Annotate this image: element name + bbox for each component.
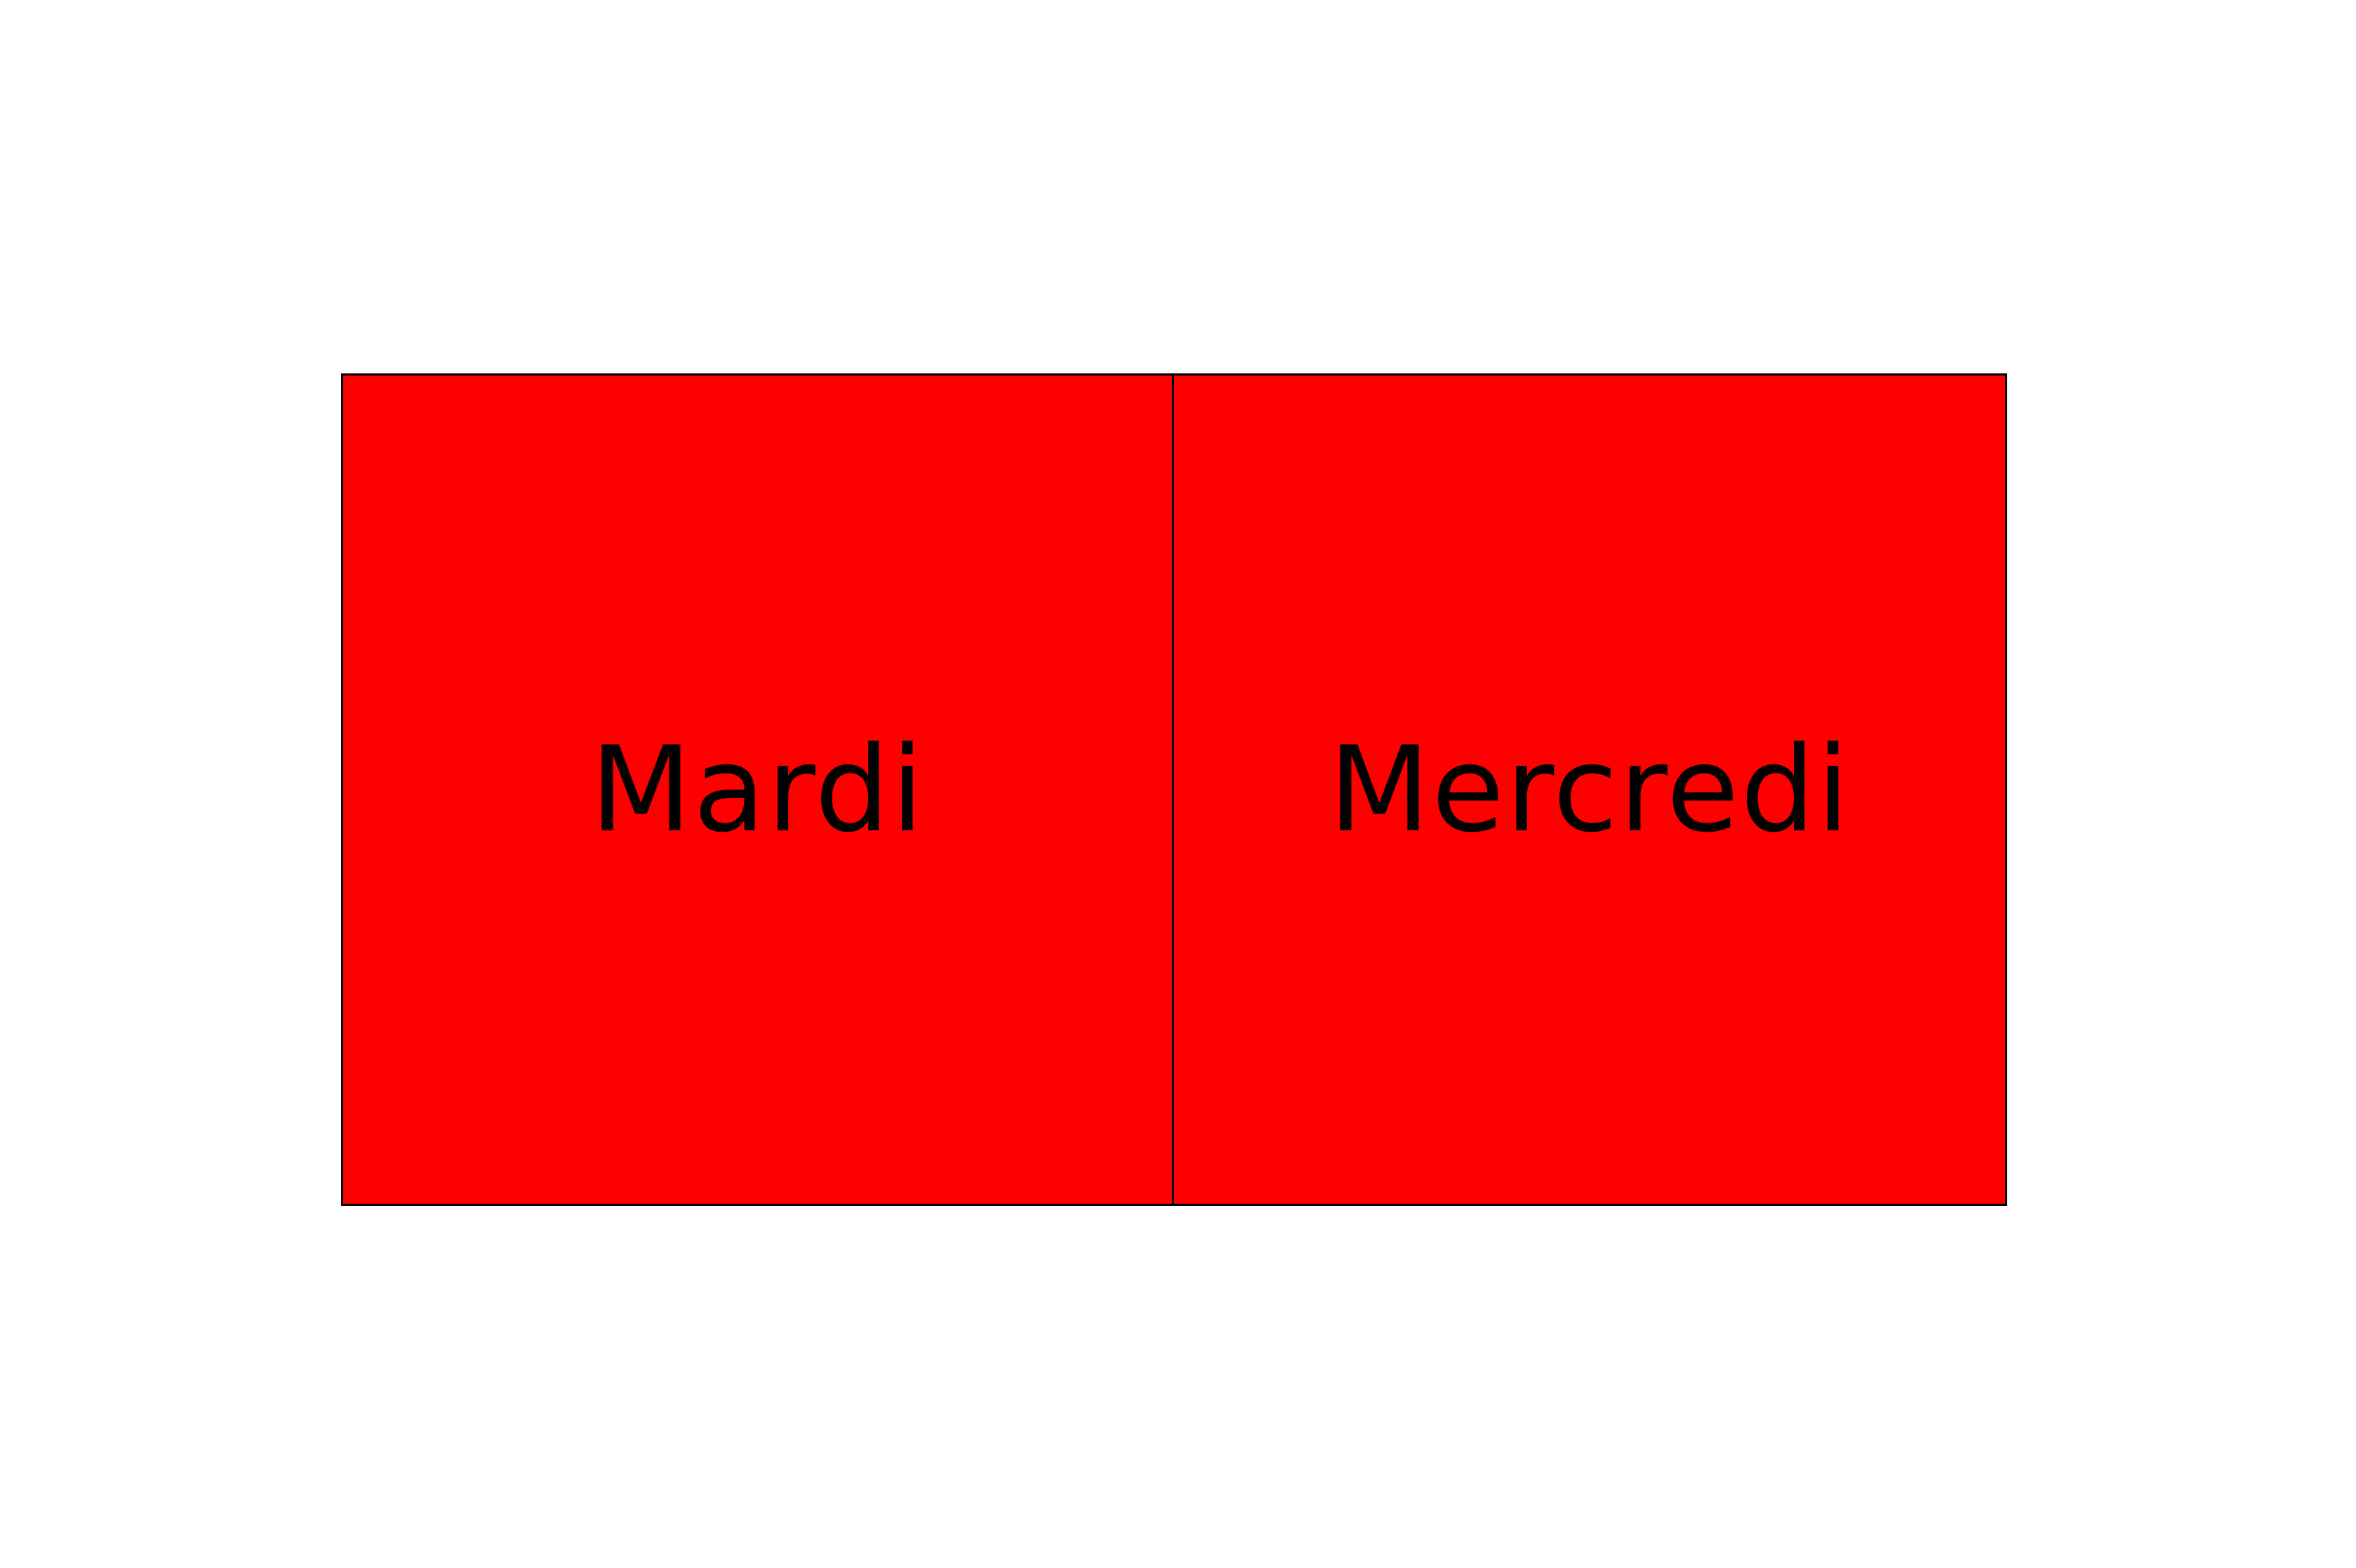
day-card-mardi[interactable]: Mardi	[341, 373, 1174, 1206]
day-card-mercredi[interactable]: Mercredi	[1174, 373, 2007, 1206]
day-label: Mardi	[590, 721, 926, 858]
day-card-pair: Mardi Mercredi	[341, 373, 2007, 1206]
day-label: Mercredi	[1328, 721, 1851, 858]
